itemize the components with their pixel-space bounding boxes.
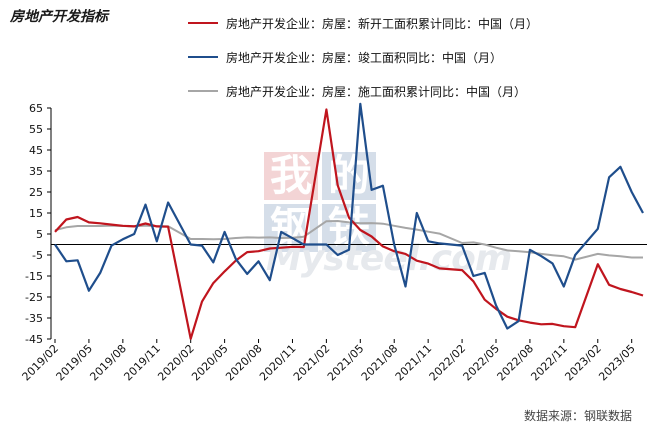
y-tick-label: 35: [29, 165, 43, 178]
y-tick-label: -35: [25, 312, 43, 325]
data-source: 数据来源：钢联数据: [523, 409, 632, 423]
series-line-under-construction: [54, 220, 643, 261]
x-tick-label: 2020/05: [189, 342, 231, 384]
x-tick-label: 2020/11: [257, 342, 299, 384]
x-tick-label: 2023/05: [596, 342, 638, 384]
y-tick-label: 5: [36, 228, 43, 241]
x-tick-label: 2021/02: [291, 342, 333, 384]
legend-swatch-new-start: [188, 21, 218, 25]
x-tick-label: 2021/05: [325, 342, 367, 384]
y-tick-label: -45: [25, 333, 43, 346]
y-tick-label: -15: [25, 270, 43, 283]
legend-label-completed: 房地产开发企业：房屋：竣工面积同比：中国（月）: [226, 50, 503, 65]
legend-label-new-start: 房地产开发企业：房屋：新开工面积累计同比：中国（月）: [226, 16, 539, 31]
chart-title: 房地产开发指标: [10, 9, 108, 25]
y-tick-label: 15: [29, 207, 43, 220]
legend-label-under-construction: 房地产开发企业：房屋：施工面积累计同比：中国（月）: [226, 84, 527, 99]
y-tick-label: 45: [29, 144, 43, 157]
legend-swatch-completed: [188, 55, 218, 59]
x-tick-label: 2022/02: [427, 342, 469, 384]
legend-swatch-under-construction: [188, 89, 218, 93]
legend-item-under-construction: 房地产开发企业：房屋：施工面积累计同比：中国（月）: [188, 82, 526, 100]
x-tick-label: 2021/08: [359, 342, 401, 384]
y-tick-label: 25: [29, 186, 43, 199]
y-tick-label: -5: [32, 249, 43, 262]
x-tick-label: 2022/05: [461, 342, 503, 384]
series-line-new-start: [54, 108, 644, 340]
x-tick-label: 2022/11: [528, 342, 570, 384]
y-tick-label: 55: [29, 123, 43, 136]
y-tick-label: -25: [25, 291, 43, 304]
x-tick-label: 2019/08: [87, 342, 129, 384]
legend-item-new-start: 房地产开发企业：房屋：新开工面积累计同比：中国（月）: [188, 14, 538, 32]
series-line-completed: [54, 102, 644, 330]
x-tick-label: 2019/11: [121, 342, 163, 384]
x-tick-label: 2019/05: [54, 342, 96, 384]
x-tick-label: 2020/02: [155, 342, 197, 384]
x-tick-label: 2020/08: [223, 342, 265, 384]
legend-item-completed: 房地产开发企业：房屋：竣工面积同比：中国（月）: [188, 48, 502, 66]
x-tick-label: 2021/11: [393, 342, 435, 384]
x-tick-label: 2022/08: [495, 342, 537, 384]
x-tick-label: 2023/02: [562, 342, 604, 384]
y-tick-label: 65: [29, 102, 43, 115]
x-tick-label: 2019/02: [20, 342, 62, 384]
